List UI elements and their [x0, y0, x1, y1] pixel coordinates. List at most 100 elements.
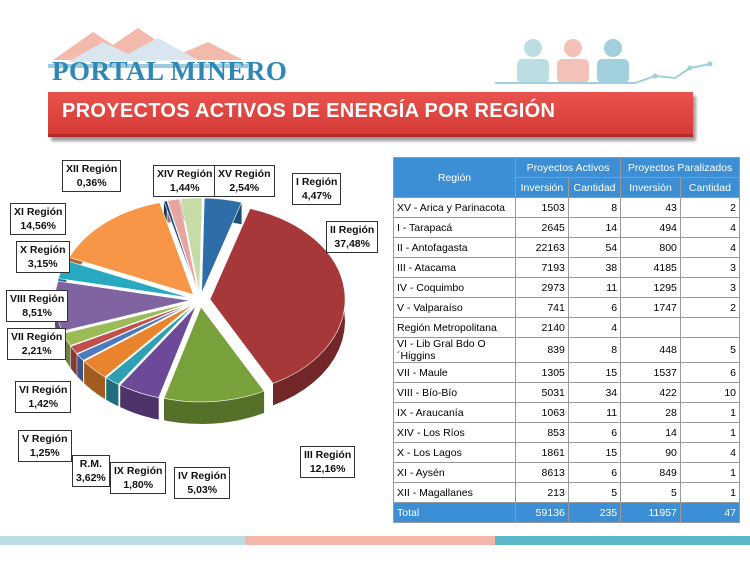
pie-label-value: 37,48% — [334, 238, 370, 250]
table-row: VI - Lib Gral Bdo O´Higgins 839 8 448 5 — [393, 337, 741, 363]
total-p-cant: 47 — [679, 502, 741, 523]
cell-p-inv — [620, 317, 681, 338]
pie-label-value: 1,80% — [123, 479, 154, 491]
pie-label: II Región 37,48% — [326, 221, 379, 253]
cell-a-cant: 5 — [567, 482, 622, 503]
pie-label-name: XV Región — [218, 168, 271, 180]
page-title: PROYECTOS ACTIVOS DE ENERGÍA POR REGIÓN — [62, 100, 556, 122]
cell-a-cant: 38 — [567, 257, 622, 278]
header-region: Región — [393, 157, 516, 198]
pie-slice-side — [164, 391, 265, 424]
cell-a-inv: 853 — [515, 422, 569, 443]
pie-label-name: III Región — [304, 449, 352, 461]
pie-label: VIII Región 8,51% — [6, 290, 69, 322]
cell-p-cant: 1 — [679, 422, 741, 443]
pie-label-value: 4,47% — [301, 190, 332, 202]
cell-a-cant: 11 — [567, 402, 622, 423]
cell-a-inv: 1861 — [515, 442, 569, 463]
table-row: Región Metropolitana 2140 4 — [393, 317, 741, 338]
pie-slice-side — [84, 361, 105, 399]
pie-label-value: 1,44% — [169, 182, 200, 194]
cell-p-inv: 14 — [620, 422, 681, 443]
cell-a-cant: 14 — [567, 217, 622, 238]
pie-slice — [180, 197, 203, 294]
cell-a-cant: 34 — [567, 382, 622, 403]
pie-slice — [105, 305, 195, 385]
total-a-cant: 235 — [567, 502, 622, 523]
cell-a-inv: 213 — [515, 482, 569, 503]
pie-label-name: XII Región — [66, 163, 118, 175]
cell-region: VIII - Bío-Bío — [393, 382, 516, 403]
table-row: V - Valparaíso 741 6 1747 2 — [393, 297, 741, 318]
cell-region: Región Metropolitana — [393, 317, 516, 338]
cell-a-inv: 1503 — [515, 197, 569, 218]
cell-a-cant: 11 — [567, 277, 622, 298]
cell-a-cant: 15 — [567, 362, 622, 383]
cell-a-inv: 1305 — [515, 362, 569, 383]
pie-label: R.M. 3,62% — [72, 455, 110, 487]
table-row: III - Atacama 7193 38 4185 3 — [393, 257, 741, 278]
cell-p-cant: 1 — [679, 462, 741, 483]
cell-p-inv: 800 — [620, 237, 681, 258]
cell-a-inv: 2140 — [515, 317, 569, 338]
pie-label: V Región 1,25% — [18, 430, 72, 462]
cell-a-inv: 741 — [515, 297, 569, 318]
total-region: Total — [393, 502, 516, 523]
pie-label-name: IX Región — [114, 465, 163, 477]
cell-region: XII - Magallanes — [393, 482, 516, 503]
table-row: II - Antofagasta 22163 54 800 4 — [393, 237, 741, 258]
pie-slice — [209, 208, 346, 384]
pie-label: VI Región 1,42% — [15, 381, 72, 413]
cell-a-cant: 4 — [567, 317, 622, 338]
pie-slice — [167, 198, 199, 294]
cell-region: III - Atacama — [393, 257, 516, 278]
table-row: XII - Magallanes 213 5 5 1 — [393, 482, 741, 503]
cell-region: X - Los Lagos — [393, 442, 516, 463]
pie-label-name: X Región — [20, 244, 66, 256]
header-paralyzed: Proyectos Paralizados — [620, 157, 740, 178]
pie-slice-side — [77, 354, 84, 383]
cell-p-inv: 849 — [620, 462, 681, 483]
pie-slice — [119, 306, 197, 399]
cell-region: IX - Araucanía — [393, 402, 516, 423]
pie-label: IV Región 5,03% — [174, 467, 231, 499]
cell-region: XIV - Los Ríos — [393, 422, 516, 443]
cell-a-inv: 2645 — [515, 217, 569, 238]
cell-p-inv: 494 — [620, 217, 681, 238]
table-row: I - Tarapacá 2645 14 494 4 — [393, 217, 741, 238]
cell-region: I - Tarapacá — [393, 217, 516, 238]
projects-table: Región Proyectos Activos Proyectos Paral… — [393, 157, 741, 523]
cell-a-inv: 2973 — [515, 277, 569, 298]
table-row: XV - Arica y Parinacota 1503 8 43 2 — [393, 197, 741, 218]
pie-slice-side — [106, 377, 119, 407]
cell-p-inv: 1747 — [620, 297, 681, 318]
portal-minero-logo — [48, 28, 248, 68]
cell-a-cant: 6 — [567, 297, 622, 318]
cell-p-inv: 5 — [620, 482, 681, 503]
pie-slice — [163, 306, 265, 403]
pie-slice — [70, 303, 192, 355]
logo-text: PORTAL MINERO — [52, 56, 288, 86]
cell-a-cant: 8 — [567, 197, 622, 218]
pie-label-name: XI Región — [14, 206, 63, 218]
header-active-quantity: Cantidad — [567, 177, 622, 198]
cell-p-cant: 4 — [679, 217, 741, 238]
cell-p-inv: 448 — [620, 337, 681, 363]
cell-p-cant: 4 — [679, 442, 741, 463]
pie-label: IX Región 1,80% — [110, 462, 167, 494]
pie-label-name: VI Región — [19, 384, 68, 396]
cell-a-cant: 6 — [567, 422, 622, 443]
cell-p-cant: 3 — [679, 257, 741, 278]
cell-p-inv: 4185 — [620, 257, 681, 278]
table-row: X - Los Lagos 1861 15 90 4 — [393, 442, 741, 463]
cell-p-inv: 422 — [620, 382, 681, 403]
cell-region: II - Antofagasta — [393, 237, 516, 258]
cell-a-inv: 8613 — [515, 462, 569, 483]
pie-slice — [76, 303, 192, 361]
cell-a-inv: 1063 — [515, 402, 569, 423]
pie-chart — [54, 197, 346, 424]
cell-region: V - Valparaíso — [393, 297, 516, 318]
pie-label-value: 2,21% — [21, 345, 52, 357]
pie-label-name: IV Región — [178, 470, 227, 482]
pie-label-value: 3,15% — [27, 258, 58, 270]
